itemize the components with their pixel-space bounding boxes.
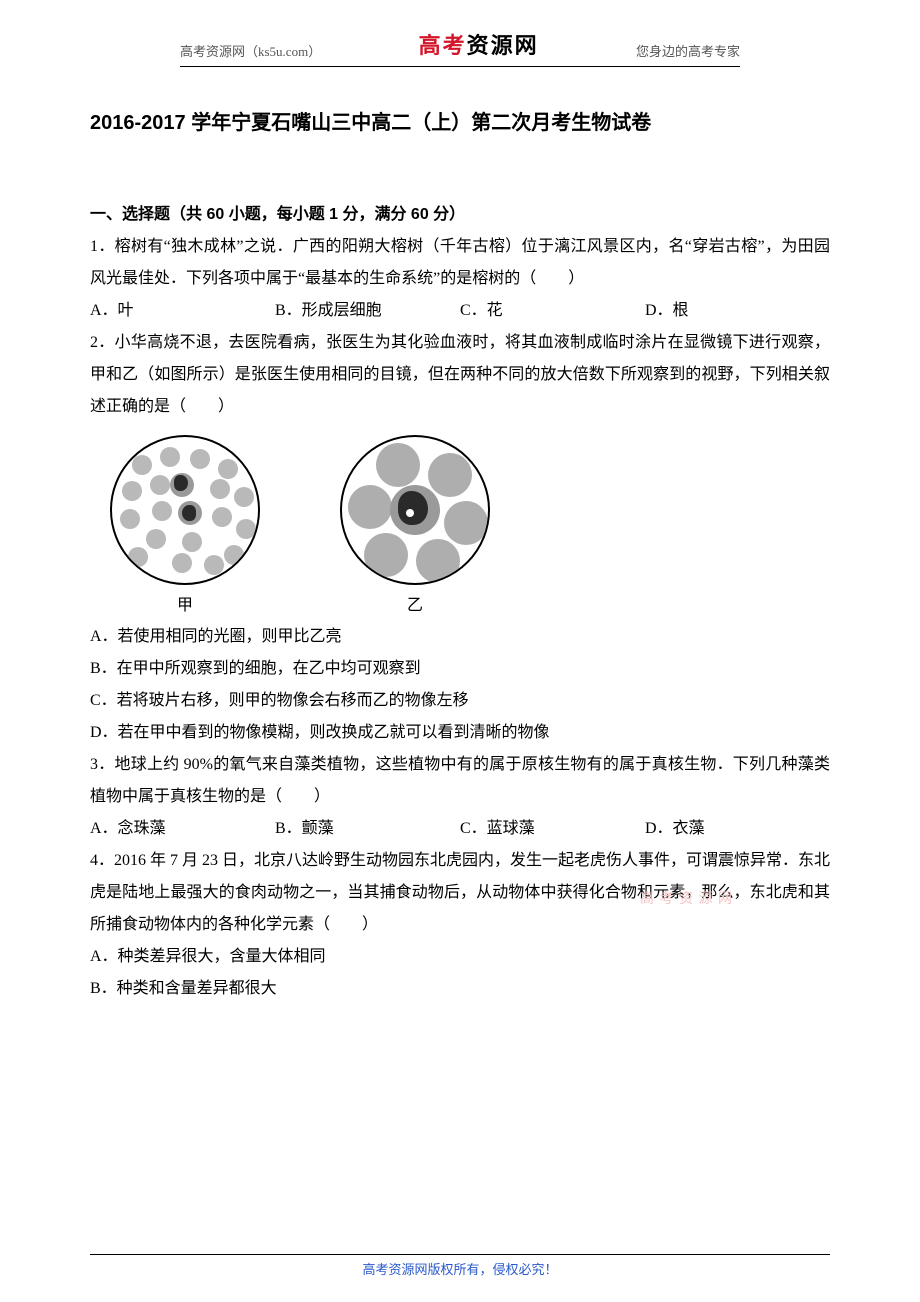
q2-figures: 甲 乙 <box>110 435 830 615</box>
page-footer: 高考资源网版权所有，侵权必究！ <box>90 1254 830 1278</box>
q4-opt-b: B．种类和含量差异都很大 <box>90 973 830 1005</box>
q2-text: 2．小华高烧不退，去医院看病，张医生为其化验血液时，将其血液制成临时涂片在显微镜… <box>90 327 830 423</box>
q3-opt-a: A．念珠藻 <box>90 813 275 845</box>
figure-jia: 甲 <box>110 435 260 615</box>
logo-red: 高考 <box>419 33 467 58</box>
q1-text: 1．榕树有“独木成林”之说．广西的阳朔大榕树（千年古榕）位于漓江风景区内，名“穿… <box>90 231 830 295</box>
exam-title: 2016-2017 学年宁夏石嘴山三中高二（上）第二次月考生物试卷 <box>90 107 830 139</box>
q2-opt-a: A．若使用相同的光圈，则甲比乙亮 <box>90 621 830 653</box>
page-header: 高考资源网（ks5u.com） 高考资源网 您身边的高考专家 <box>180 0 740 67</box>
q2-opt-b: B．在甲中所观察到的细胞，在乙中均可观察到 <box>90 653 830 685</box>
section-heading: 一、选择题（共 60 小题，每小题 1 分，满分 60 分） <box>90 199 830 231</box>
q1-opt-b: B．形成层细胞 <box>275 295 460 327</box>
q3-opt-c: C．蓝球藻 <box>460 813 645 845</box>
header-left: 高考资源网（ks5u.com） <box>180 41 321 60</box>
q1-opt-d: D．根 <box>645 295 830 327</box>
q1-opt-a: A．叶 <box>90 295 275 327</box>
q1-opt-c: C．花 <box>460 295 645 327</box>
microscope-view-jia <box>110 435 260 585</box>
logo-black: 资源网 <box>467 33 539 58</box>
watermark: 高 考 资 源 网 <box>640 888 733 908</box>
figure-jia-label: 甲 <box>177 591 193 615</box>
q3-text: 3．地球上约 90%的氧气来自藻类植物，这些植物中有的属于原核生物有的属于真核生… <box>90 749 830 813</box>
q2-opt-d: D．若在甲中看到的物像模糊，则改换成乙就可以看到清晰的物像 <box>90 717 830 749</box>
q4-opt-a: A．种类差异很大，含量大体相同 <box>90 941 830 973</box>
q3-options: A．念珠藻 B．颤藻 C．蓝球藻 D．衣藻 <box>90 813 830 845</box>
header-right: 您身边的高考专家 <box>636 41 740 60</box>
q1-options: A．叶 B．形成层细胞 C．花 D．根 <box>90 295 830 327</box>
figure-yi: 乙 <box>340 435 490 615</box>
q3-opt-b: B．颤藻 <box>275 813 460 845</box>
microscope-view-yi <box>340 435 490 585</box>
header-logo: 高考资源网 <box>419 28 539 60</box>
q3-opt-d: D．衣藻 <box>645 813 830 845</box>
content: 2016-2017 学年宁夏石嘴山三中高二（上）第二次月考生物试卷 一、选择题（… <box>0 67 920 1005</box>
q2-opt-c: C．若将玻片右移，则甲的物像会右移而乙的物像左移 <box>90 685 830 717</box>
figure-yi-label: 乙 <box>407 591 423 615</box>
